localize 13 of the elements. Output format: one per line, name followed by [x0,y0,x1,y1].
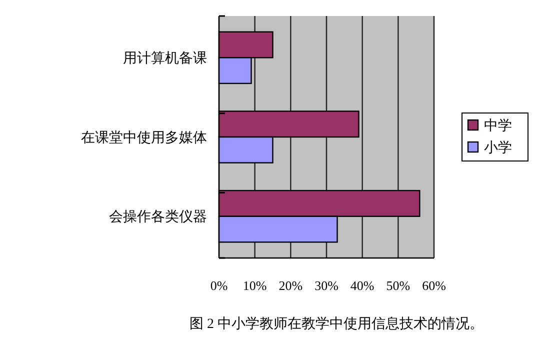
y-tick-label: 在课堂中使用多媒体 [81,130,207,146]
x-tick-label: 50% [386,278,410,293]
x-tick-label: 0% [210,278,228,293]
legend-label: 小学 [484,140,512,156]
legend-label: 中学 [484,118,512,134]
y-tick-label: 会操作各类仪器 [109,209,207,226]
x-tick-label: 20% [278,278,303,293]
x-tick-label: 10% [242,278,267,293]
x-tick-label: 30% [314,278,339,293]
x-tick-label: 40% [350,278,374,293]
text: 图 2 中小学教师在教学中使用信息技术的情况。 [190,316,484,332]
x-tick-label: 60% [422,278,446,293]
y-tick-label: 用计算机备课 [123,50,207,67]
